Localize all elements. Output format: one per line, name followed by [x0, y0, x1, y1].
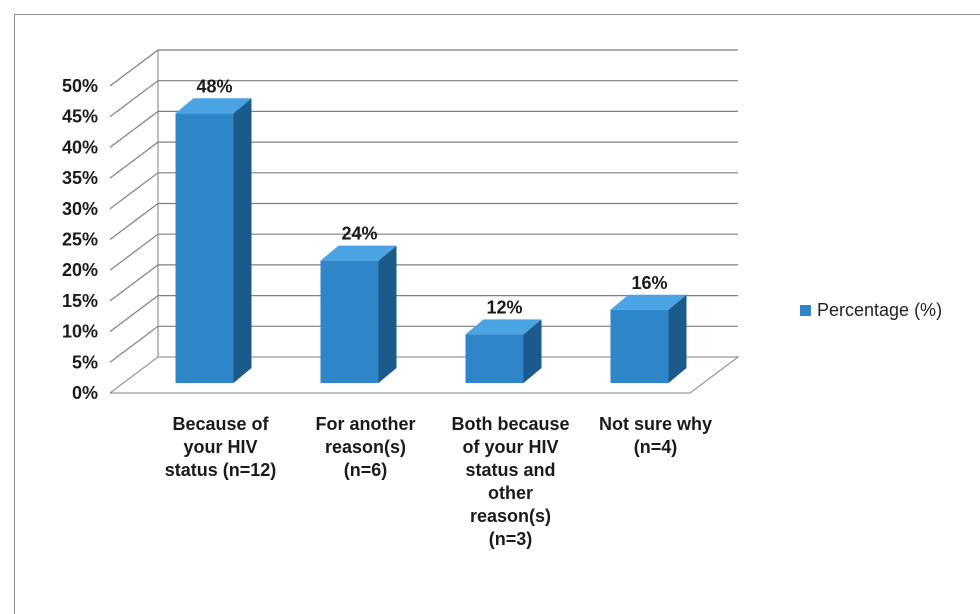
bar	[610, 309, 669, 383]
bar-top	[465, 319, 542, 335]
gridline	[109, 325, 738, 363]
bar	[320, 260, 379, 383]
y-tick-label: 30%	[62, 199, 98, 219]
y-tick-label: 20%	[62, 260, 98, 280]
gridline	[109, 202, 738, 240]
gridline	[109, 233, 738, 271]
category-label: Because of your HIV status (n=12)	[164, 414, 277, 480]
floor-outline	[110, 356, 740, 394]
bar-top	[175, 98, 252, 114]
y-tick-label: 5%	[72, 352, 98, 372]
legend-swatch	[800, 305, 811, 316]
gridline	[109, 264, 738, 302]
bar-side	[668, 294, 687, 383]
gridline	[109, 80, 738, 118]
category-label: For another reason(s) (n=6)	[315, 414, 416, 480]
y-tick-label: 25%	[62, 230, 98, 250]
y-tick-label: 50%	[62, 76, 98, 96]
gridline	[109, 141, 738, 179]
y-tick-label: 35%	[62, 168, 98, 188]
y-tick-label: 0%	[72, 383, 98, 403]
category-label: Not sure why (n=4)	[598, 414, 713, 457]
bar	[465, 334, 524, 383]
data-label: 12%	[486, 297, 522, 317]
y-tick-label: 40%	[62, 137, 98, 157]
legend: Percentage (%)	[800, 300, 942, 321]
bar-top	[610, 294, 687, 310]
bar	[175, 113, 234, 383]
bar-side	[523, 319, 542, 383]
bar-side	[378, 245, 397, 383]
bar-top	[320, 245, 397, 261]
gridline	[109, 295, 738, 333]
gridline	[109, 110, 738, 148]
gridline	[109, 49, 738, 87]
y-tick-label: 10%	[62, 322, 98, 342]
chart-frame	[14, 14, 980, 614]
category-label: Both because of your HIV status and othe…	[451, 414, 570, 549]
gridline	[109, 172, 738, 210]
floor-left-edge	[109, 356, 159, 394]
y-tick-label: 15%	[62, 291, 98, 311]
legend-label: Percentage (%)	[817, 300, 943, 320]
y-tick-label: 45%	[62, 107, 98, 127]
data-label: 16%	[631, 273, 667, 293]
data-label: 24%	[341, 224, 377, 244]
data-label: 48%	[196, 76, 232, 96]
bar-side	[233, 98, 252, 383]
bar-chart: 0% 5% 10% 15% 20% 25% 30% 35% 40% 45% 50% 48% 24% 12%…	[62, 49, 740, 403]
